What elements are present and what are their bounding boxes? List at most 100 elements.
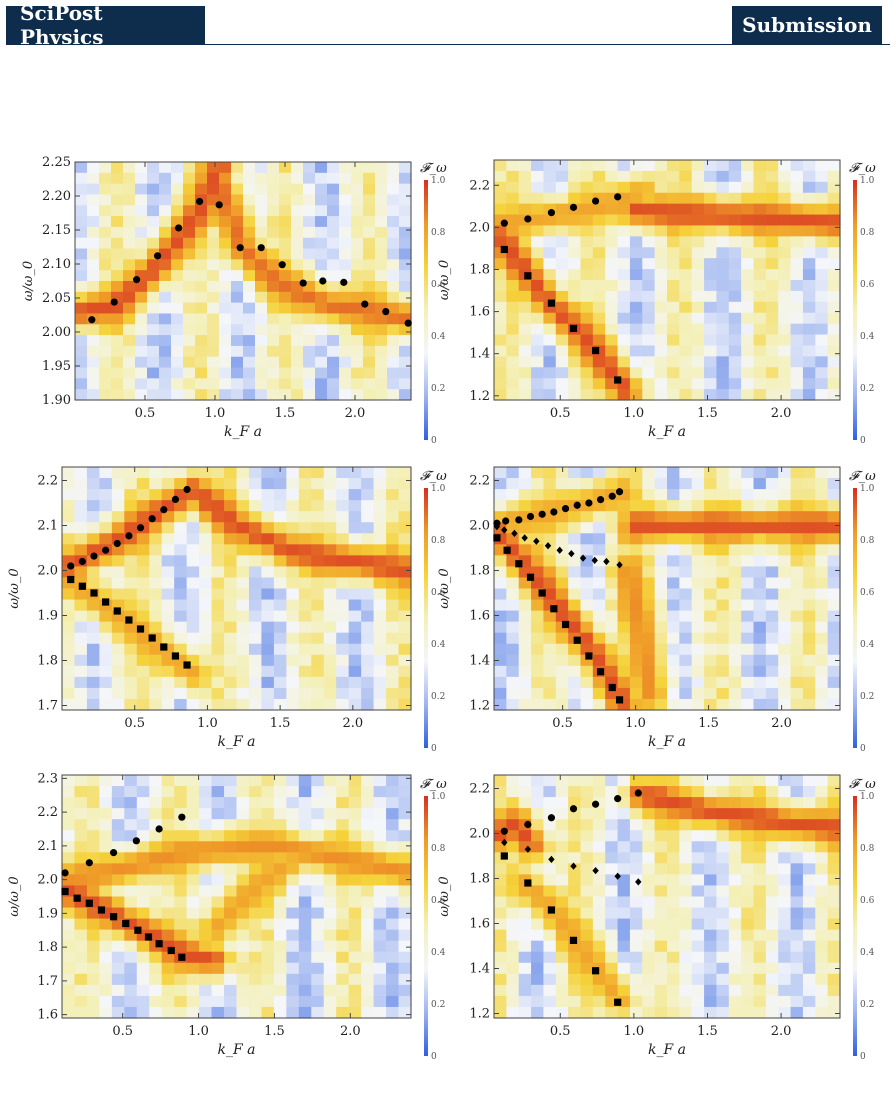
x-tick-label: 0.5	[135, 406, 156, 421]
x-tick-label: 1.0	[625, 716, 646, 731]
data-point-circle	[538, 510, 546, 518]
colorbar-tick-label: 0.8	[860, 228, 875, 238]
data-point-circle	[569, 203, 578, 211]
x-axis-label: k_F a	[218, 734, 256, 750]
data-point-square	[573, 636, 581, 644]
data-point-circle	[569, 805, 578, 813]
x-tick-label: 2.0	[342, 716, 363, 731]
colorbar-tick-label: 1.0	[431, 484, 446, 494]
y-tick-label: 2.15	[42, 223, 71, 238]
colorbar-tick-label: 0.6	[431, 280, 446, 290]
data-point-circle	[257, 244, 265, 252]
colorbar-gradient	[853, 488, 857, 748]
y-tick-label: 2.0	[37, 873, 58, 888]
circle-series	[67, 485, 191, 570]
data-point-circle	[67, 562, 75, 570]
data-point-square	[73, 894, 81, 902]
data-point-circle	[160, 506, 168, 514]
data-point-circle	[136, 524, 145, 532]
data-point-circle	[183, 485, 191, 494]
data-point-diamond	[556, 546, 563, 554]
data-point-circle	[171, 495, 180, 503]
data-point-square	[78, 582, 86, 590]
colorbar-tick-label: 0.8	[431, 844, 446, 854]
data-point-circle	[109, 849, 118, 857]
colorbar-label: 𝓕_ω	[420, 161, 447, 176]
data-point-square	[113, 607, 121, 615]
data-point-circle	[78, 557, 86, 566]
y-tick-label: 1.4	[469, 654, 490, 669]
data-point-circle	[404, 319, 412, 327]
y-axis-label: ω/ω_0	[437, 568, 452, 608]
data-point-circle	[178, 813, 186, 821]
y-tick-label: 1.90	[42, 393, 71, 408]
y-tick-label: 2.2	[469, 178, 490, 193]
data-point-circle	[361, 300, 369, 308]
data-point-square	[136, 625, 145, 633]
x-tick-label: 1.5	[697, 406, 718, 421]
colorbar-tick-label: 0.8	[431, 536, 446, 546]
data-point-square	[503, 546, 511, 554]
x-axis-label: k_F a	[218, 1042, 256, 1058]
data-point-square	[591, 967, 600, 975]
data-point-circle	[591, 800, 600, 808]
colorbar-tick-label: 0.6	[431, 896, 446, 906]
data-point-square	[569, 936, 578, 944]
data-point-square	[183, 661, 191, 669]
x-tick-label: 0.5	[550, 1024, 571, 1039]
panel-top-left: 0.5 1.0 1.5 2.0 1.90 1.95 2.00 2.05 2.10 2.15 2.20…	[21, 155, 447, 446]
colorbar-label: 𝓕_ω	[420, 777, 447, 792]
panel-middle-right: 0.5 1.0 1.5 2.0 1.2 1.4 1.6 1.8 2.0 2.2 k_F a ω/ω_0…	[437, 466, 876, 754]
y-tick-label: 1.6	[37, 1008, 58, 1023]
y-tick-label: 2.3	[37, 771, 58, 786]
heatmap-field	[75, 162, 412, 401]
circle-series	[61, 813, 186, 877]
circle-series	[88, 197, 412, 327]
data-point-diamond	[579, 554, 587, 562]
x-tick-label: 0.5	[112, 1024, 133, 1039]
y-tick-label: 1.9	[37, 906, 58, 921]
data-point-square	[67, 575, 75, 584]
data-point-square	[615, 696, 624, 704]
data-point-square	[500, 245, 508, 254]
x-axis-label: k_F a	[648, 734, 686, 750]
colorbar-tick-label: 0	[431, 436, 437, 446]
data-point-square	[144, 933, 153, 941]
data-point-diamond	[521, 534, 528, 542]
data-point-square	[561, 620, 570, 629]
data-point-square	[500, 852, 508, 860]
plot-frame	[61, 774, 412, 1019]
colorbar-tick-label: 0.2	[431, 384, 445, 394]
data-point-circle	[634, 789, 642, 797]
x-tick-label: 2.0	[345, 406, 366, 421]
plot-frame	[74, 161, 412, 401]
data-point-circle	[154, 252, 162, 260]
y-tick-label: 2.1	[37, 839, 58, 854]
x-tick-label: 1.5	[270, 716, 291, 731]
data-point-circle	[90, 552, 98, 560]
data-point-square	[569, 324, 578, 333]
colorbar-tick-label: 0.6	[860, 896, 875, 906]
heatmap-field	[494, 467, 841, 711]
square-series	[500, 245, 622, 384]
data-point-square	[85, 899, 93, 907]
colorbar-tick-label: 0.4	[431, 640, 446, 650]
y-tick-label: 2.25	[42, 155, 71, 170]
x-tick-label: 2.0	[771, 406, 792, 421]
colorbar-tick-label: 0.2	[860, 384, 874, 394]
x-tick-label: 1.5	[698, 716, 719, 731]
y-tick-label: 1.6	[469, 305, 490, 320]
colorbar-label: 𝓕_ω	[849, 469, 876, 484]
data-point-circle	[155, 825, 163, 833]
colorbar-tick-label: 0.6	[860, 588, 875, 598]
y-tick-label: 2.2	[469, 474, 490, 489]
y-tick-label: 2.10	[42, 257, 71, 272]
colorbar-tick-label: 0.2	[431, 692, 445, 702]
y-tick-label: 1.2	[469, 1007, 490, 1022]
y-tick-label: 2.20	[42, 189, 71, 204]
data-point-square	[122, 919, 130, 928]
y-tick-label: 1.8	[469, 564, 490, 579]
colorbar-tick-label: 0	[431, 744, 437, 754]
data-point-circle	[614, 193, 622, 201]
data-point-circle	[614, 795, 622, 803]
